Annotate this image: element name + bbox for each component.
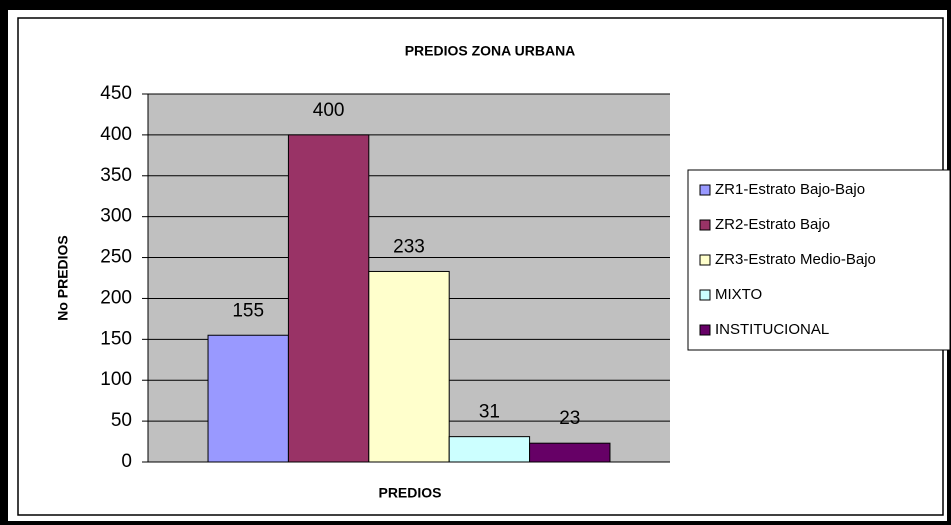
bar: [287, 134, 370, 463]
bar: [529, 442, 611, 463]
chart-title: PREDIOS ZONA URBANA: [405, 43, 576, 59]
legend-label: MIXTO: [715, 286, 762, 303]
legend-label: INSTITUCIONAL: [715, 321, 829, 338]
legend-swatch: [699, 289, 711, 301]
data-label: 155: [232, 300, 264, 321]
y-tick-label: 100: [100, 369, 132, 390]
legend-label: ZR2-Estrato Bajo: [715, 216, 830, 233]
bar: [448, 436, 531, 463]
data-label: 31: [479, 402, 500, 423]
legend-swatch: [699, 324, 711, 336]
y-tick-label: 200: [100, 287, 132, 308]
legend-swatch: [699, 254, 711, 266]
y-axis-label: No PREDIOS: [55, 235, 71, 321]
y-tick-label: 350: [100, 165, 132, 186]
y-tick-label: 250: [100, 247, 132, 268]
y-tick-label: 400: [100, 124, 132, 145]
y-tick-label: 450: [100, 83, 132, 104]
y-tick-label: 50: [111, 410, 132, 431]
legend: [687, 169, 951, 351]
bar: [368, 270, 450, 463]
data-label: 233: [393, 236, 425, 257]
legend-swatch: [699, 219, 711, 231]
bar: [207, 334, 289, 463]
data-label: 23: [559, 408, 580, 429]
x-axis-label: PREDIOS: [378, 485, 441, 501]
legend-label: ZR3-Estrato Medio-Bajo: [715, 251, 876, 268]
data-label: 400: [313, 100, 345, 121]
y-tick-label: 300: [100, 206, 132, 227]
y-tick-label: 0: [121, 451, 132, 472]
y-tick-label: 150: [100, 328, 132, 349]
legend-swatch: [699, 184, 711, 196]
legend-label: ZR1-Estrato Bajo-Bajo: [715, 181, 865, 198]
